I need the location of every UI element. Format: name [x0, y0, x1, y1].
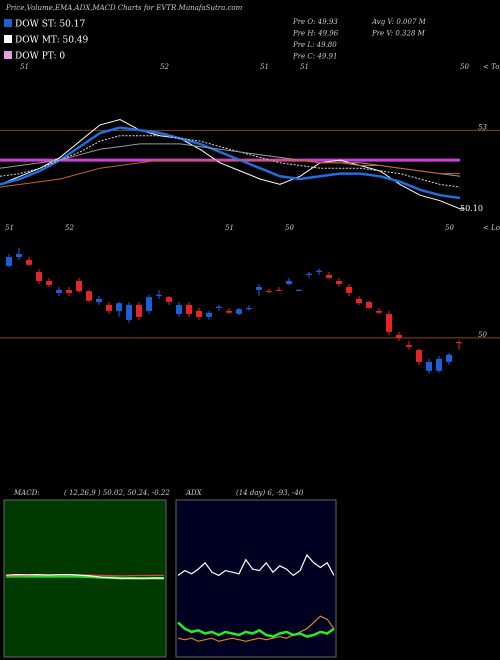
- candle-body: [86, 291, 92, 301]
- candle-body: [436, 358, 442, 371]
- panel-title: MACD:: [13, 489, 40, 497]
- candle-body: [166, 297, 172, 302]
- x-tick-label: 50: [285, 224, 294, 232]
- candle-body: [16, 253, 22, 257]
- axis-note: < Lows: [483, 224, 500, 232]
- candle-body: [246, 307, 252, 310]
- candle-body: [76, 280, 82, 292]
- x-tick-label: 52: [65, 224, 74, 232]
- candle-body: [136, 304, 142, 317]
- x-tick-label: 51: [5, 224, 14, 232]
- last-price-label: 50.10: [460, 204, 483, 213]
- axis-note: < Tops: [483, 63, 500, 71]
- series-line: [5, 573, 165, 580]
- candle-body: [156, 294, 162, 296]
- x-tick-label: 50: [445, 224, 454, 232]
- quote: Pre L: 49.80: [292, 41, 337, 49]
- candle-body: [456, 342, 462, 344]
- candle-body: [196, 310, 202, 317]
- candle-body: [326, 274, 332, 278]
- series-line: [177, 621, 335, 638]
- legend-label: DOW ST: 50.17: [15, 20, 85, 30]
- candle-body: [236, 309, 242, 314]
- x-tick-label: 51: [20, 63, 29, 71]
- candle-body: [186, 304, 192, 314]
- panel-title: ADX: [185, 489, 203, 497]
- chart-title: Price,Volume,EMA,ADX,MACD Charts for EVT…: [5, 4, 243, 12]
- panel: [175, 499, 337, 658]
- candle-body: [416, 349, 422, 362]
- candle-body: [376, 310, 382, 313]
- candle-body: [366, 301, 372, 308]
- legend-swatch: [4, 19, 12, 27]
- candle-body: [336, 280, 342, 284]
- candle-body: [126, 304, 132, 320]
- candle-body: [66, 289, 72, 293]
- candle-body: [176, 304, 182, 314]
- candle-body: [306, 273, 312, 275]
- legend-swatch: [4, 35, 12, 43]
- candle-body: [296, 289, 302, 291]
- candle-body: [116, 303, 122, 311]
- panel-subtitle: ( 12,26,9 ) 50.02, 50.24, -0.22: [64, 489, 170, 497]
- series-line: [0, 135, 461, 188]
- y-tick-label: 50: [478, 331, 487, 339]
- series-line: [0, 126, 461, 200]
- quote: Pre O: 49.93: [292, 18, 338, 26]
- candle-body: [386, 313, 392, 332]
- candle-body: [446, 354, 452, 362]
- x-tick-label: 51: [260, 63, 269, 71]
- candle-body: [216, 306, 222, 308]
- candle-body: [36, 271, 42, 281]
- candle-body: [96, 298, 102, 302]
- series-line: [177, 615, 335, 642]
- candle-body: [226, 310, 232, 313]
- x-tick-label: 50: [460, 63, 469, 71]
- candle-body: [146, 297, 152, 311]
- series-line: [177, 553, 335, 577]
- candle-body: [286, 280, 292, 284]
- candle-body: [396, 334, 402, 338]
- volume: Avg V: 0.007 M: [371, 18, 427, 26]
- candle-body: [46, 280, 52, 286]
- candle-body: [346, 286, 352, 293]
- candle-body: [6, 256, 12, 266]
- legend-label: DOW MT: 50.49: [15, 36, 89, 46]
- candle-body: [256, 286, 262, 290]
- panel-subtitle: (14 day) 6, -93, -40: [236, 489, 304, 497]
- candle-body: [316, 270, 322, 272]
- legend-label: DOW PT: 0: [15, 52, 65, 62]
- x-tick-label: 51: [225, 224, 234, 232]
- series-line: [0, 118, 461, 210]
- candle-body: [266, 291, 272, 293]
- x-tick-label: 51: [300, 63, 309, 71]
- candle-body: [276, 289, 282, 291]
- quote: Pre C: 49.91: [292, 53, 337, 61]
- candle-body: [426, 361, 432, 371]
- y-tick-label: 53: [478, 123, 487, 131]
- quote: Pre H: 49.96: [292, 30, 339, 38]
- candle-body: [356, 298, 362, 304]
- candle-body: [206, 312, 212, 317]
- candle-body: [56, 289, 62, 293]
- volume: Pre V: 0.328 M: [371, 30, 426, 38]
- candle-body: [406, 345, 412, 347]
- candle-body: [26, 259, 32, 265]
- candle-body: [106, 304, 112, 311]
- legend-swatch: [4, 51, 12, 59]
- series-line: [0, 159, 460, 188]
- x-tick-label: 52: [160, 63, 169, 71]
